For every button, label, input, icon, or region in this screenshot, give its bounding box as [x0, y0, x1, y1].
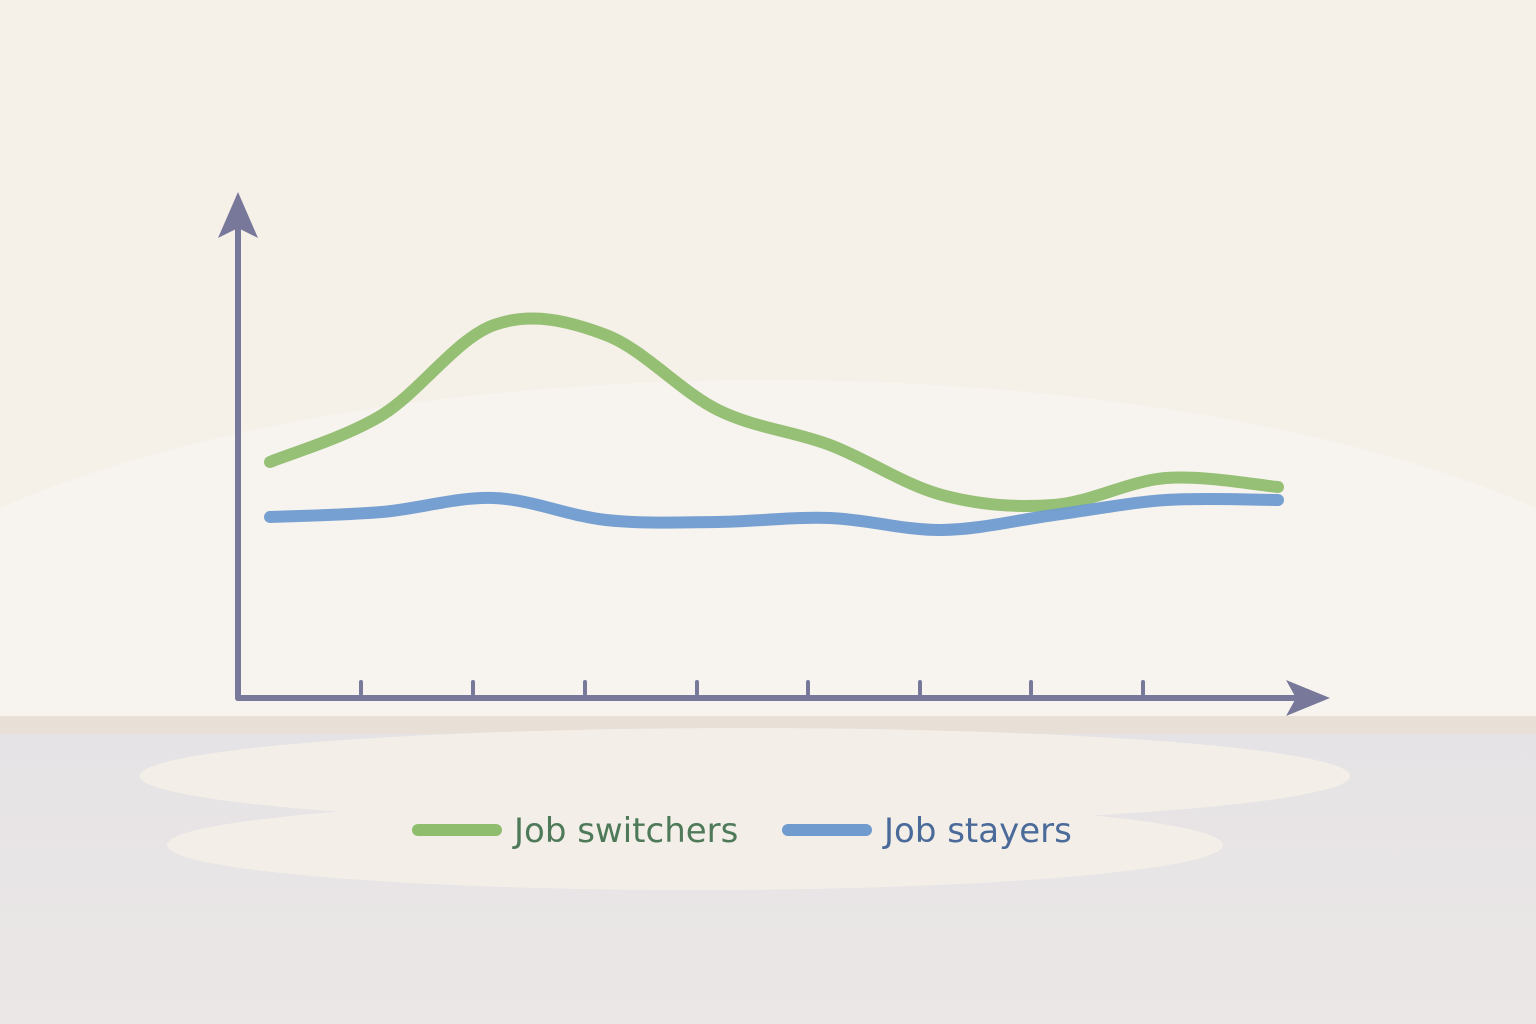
line-series [264, 312, 1284, 513]
line-series [264, 491, 1284, 537]
x-ticks [359, 680, 1145, 696]
legend-label: Job switchers [512, 811, 738, 851]
shelf [0, 716, 1536, 734]
legend: Job switchers Job stayers [412, 811, 1072, 851]
axes [235, 217, 1303, 701]
legend-backdrop [140, 728, 1350, 824]
legend-label: Job stayers [882, 811, 1072, 851]
x-arrow [1286, 680, 1330, 716]
legend-backdrop [167, 800, 1223, 890]
y-arrow [218, 192, 258, 238]
plot [264, 312, 1284, 537]
